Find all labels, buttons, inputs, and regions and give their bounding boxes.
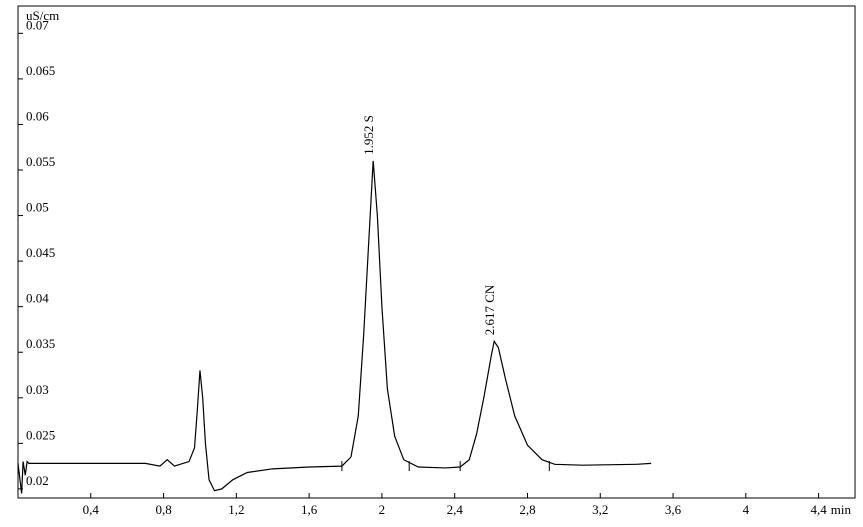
chromatogram-chart: 0.02 0.025 0.03 0.035 0.04 0.045 0.05 0.055 0.06… — [0, 0, 863, 527]
x-tick-label: 3,6 — [665, 502, 682, 517]
x-axis-ticks: 0,4 0,8 1,2 1,6 2 2,4 2,8 3,2 3,6 4 4,4 — [83, 493, 828, 517]
x-tick-label: 4,4 — [810, 502, 827, 517]
x-tick-label: 1,2 — [228, 502, 244, 517]
y-axis-ticks: 0.02 0.025 0.03 0.035 0.04 0.045 0.05 0.055 0.06… — [18, 17, 55, 489]
y-tick-label: 0.065 — [26, 63, 55, 78]
y-axis-label: uS/cm — [26, 8, 59, 23]
x-axis-label: min — [831, 502, 852, 517]
x-tick-label: 2 — [379, 502, 386, 517]
y-tick-label: 0.03 — [26, 382, 49, 397]
y-tick-label: 0.055 — [26, 154, 55, 169]
y-tick-label: 0.035 — [26, 336, 55, 351]
x-tick-label: 3,2 — [592, 502, 608, 517]
y-tick-label: 0.025 — [26, 427, 55, 442]
plot-border — [18, 6, 855, 498]
integration-marks — [342, 461, 549, 471]
chromatogram-trace — [18, 161, 651, 494]
peak-label: 2.617 CN — [482, 284, 497, 335]
x-tick-label: 1,6 — [301, 502, 318, 517]
x-tick-label: 0,4 — [83, 502, 100, 517]
y-tick-label: 0.04 — [26, 291, 49, 306]
x-tick-label: 4 — [743, 502, 750, 517]
y-tick-label: 0.05 — [26, 200, 49, 215]
x-tick-label: 2,8 — [519, 502, 535, 517]
x-tick-label: 2,4 — [447, 502, 464, 517]
x-tick-label: 0,8 — [155, 502, 171, 517]
y-tick-label: 0.045 — [26, 245, 55, 260]
y-tick-label: 0.02 — [26, 473, 49, 488]
y-tick-label: 0.06 — [26, 108, 49, 123]
peak-label: 1.952 S — [361, 115, 376, 155]
